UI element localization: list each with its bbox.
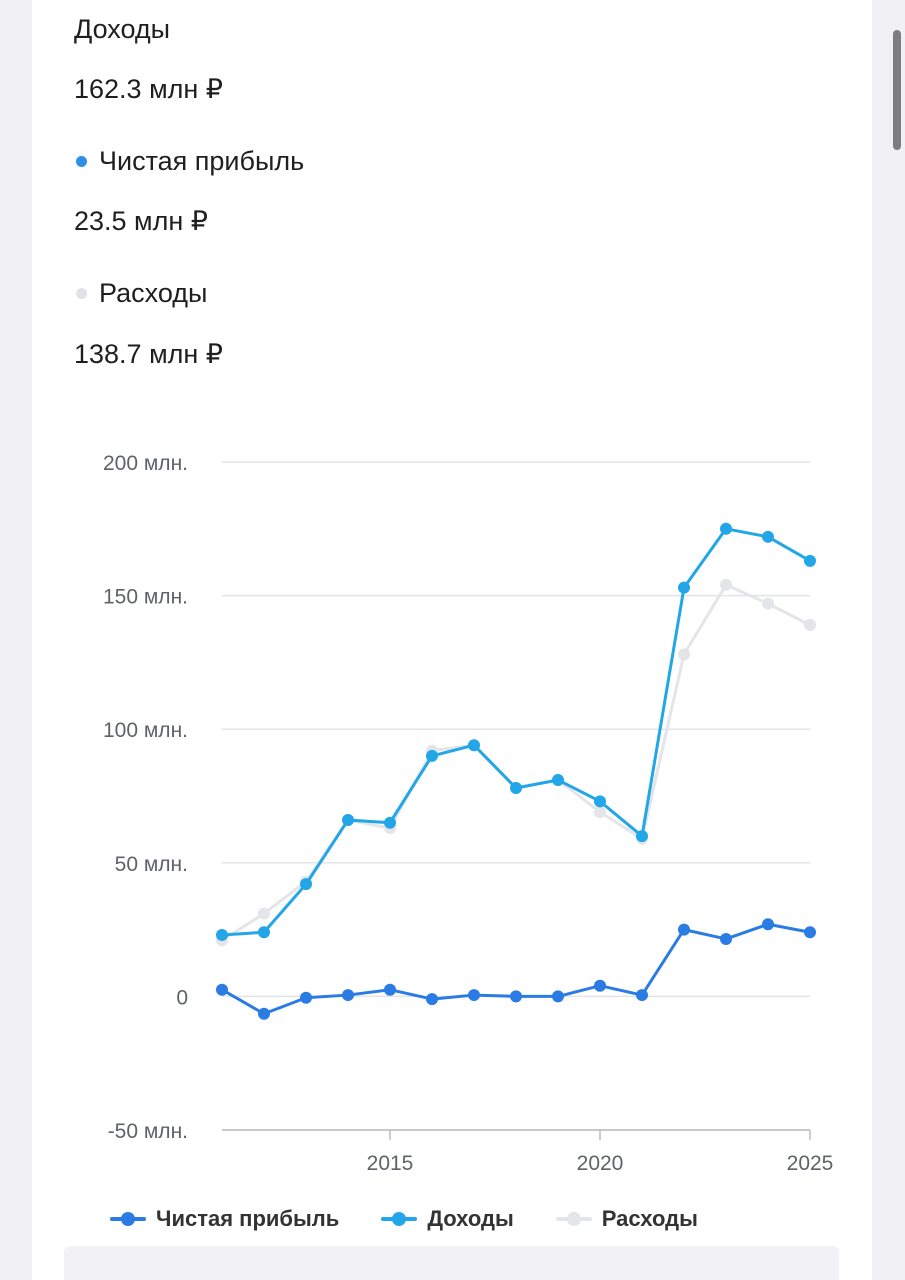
data-point-income: [468, 739, 480, 752]
data-point-income: [384, 816, 396, 829]
data-point-income: [216, 928, 228, 941]
data-point-profit: [552, 990, 564, 1003]
data-point-profit: [594, 979, 606, 992]
data-point-expenses: [762, 597, 774, 610]
data-point-profit: [342, 989, 354, 1002]
y-tick-label: 0: [176, 986, 188, 1009]
data-point-profit: [804, 926, 816, 939]
expenses-value: 138.7 млн ₽: [74, 339, 223, 369]
legend-item-expenses[interactable]: Расходы: [555, 1206, 698, 1232]
data-point-profit: [216, 983, 228, 996]
expenses-legend-icon: [555, 1212, 592, 1226]
line-chart: 200 млн. 150 млн. 100 млн. 50 млн. 0 -50 млн.…: [103, 452, 834, 1175]
income-value: 162.3 млн ₽: [74, 74, 223, 104]
data-point-income: [258, 926, 270, 939]
y-tick-label: 200 млн.: [103, 452, 188, 475]
data-point-profit: [300, 991, 312, 1004]
data-point-profit: [762, 918, 774, 931]
data-point-income: [804, 554, 816, 567]
profit-label: Чистая прибыль: [74, 146, 304, 177]
scrollbar[interactable]: [891, 0, 905, 1280]
data-point-income: [552, 773, 564, 786]
chart-card: [32, 0, 872, 1280]
data-point-profit: [720, 932, 732, 945]
data-point-income: [762, 530, 774, 543]
data-point-income: [636, 830, 648, 843]
data-point-profit: [384, 983, 396, 996]
data-point-profit: [258, 1007, 270, 1020]
y-tick-label: 100 млн.: [103, 719, 188, 742]
income-legend-icon: [381, 1212, 418, 1226]
data-point-expenses: [678, 648, 690, 661]
data-point-income: [594, 795, 606, 808]
data-point-income: [426, 749, 438, 762]
profit-legend-icon: [110, 1212, 146, 1226]
data-point-profit: [468, 989, 480, 1002]
income-label: Доходы: [74, 14, 171, 44]
profit-value: 23.5 млн ₽: [74, 206, 208, 236]
data-point-income: [300, 878, 312, 891]
data-point-income: [342, 814, 354, 827]
data-point-profit: [636, 989, 648, 1002]
legend-item-income[interactable]: Доходы: [381, 1206, 514, 1232]
expenses-label: Расходы: [74, 278, 207, 309]
data-point-profit: [426, 993, 438, 1006]
bottom-bar: [64, 1246, 839, 1280]
y-tick-label: -50 млн.: [108, 1120, 188, 1143]
expenses-dot-icon: [76, 288, 87, 299]
data-point-income: [510, 781, 522, 794]
legend-item-profit[interactable]: Чистая прибыль: [110, 1206, 339, 1232]
data-point-income: [720, 522, 732, 535]
y-tick-label: 150 млн.: [103, 586, 188, 609]
data-point-income: [678, 581, 690, 594]
data-point-profit: [678, 923, 690, 936]
data-point-expenses: [720, 578, 732, 591]
y-tick-label: 50 млн.: [115, 853, 188, 876]
data-point-expenses: [804, 618, 816, 631]
data-point-expenses: [594, 806, 606, 819]
data-point-expenses: [258, 907, 270, 920]
profit-dot-icon: [76, 156, 87, 167]
data-point-profit: [510, 990, 522, 1003]
x-tick-label: 2015: [367, 1152, 414, 1175]
x-tick-label: 2020: [577, 1152, 624, 1175]
chart-legend: Чистая прибыль Доходы Расходы: [110, 1206, 740, 1232]
x-tick-label: 2025: [787, 1152, 834, 1175]
scrollbar-thumb[interactable]: [893, 30, 901, 150]
